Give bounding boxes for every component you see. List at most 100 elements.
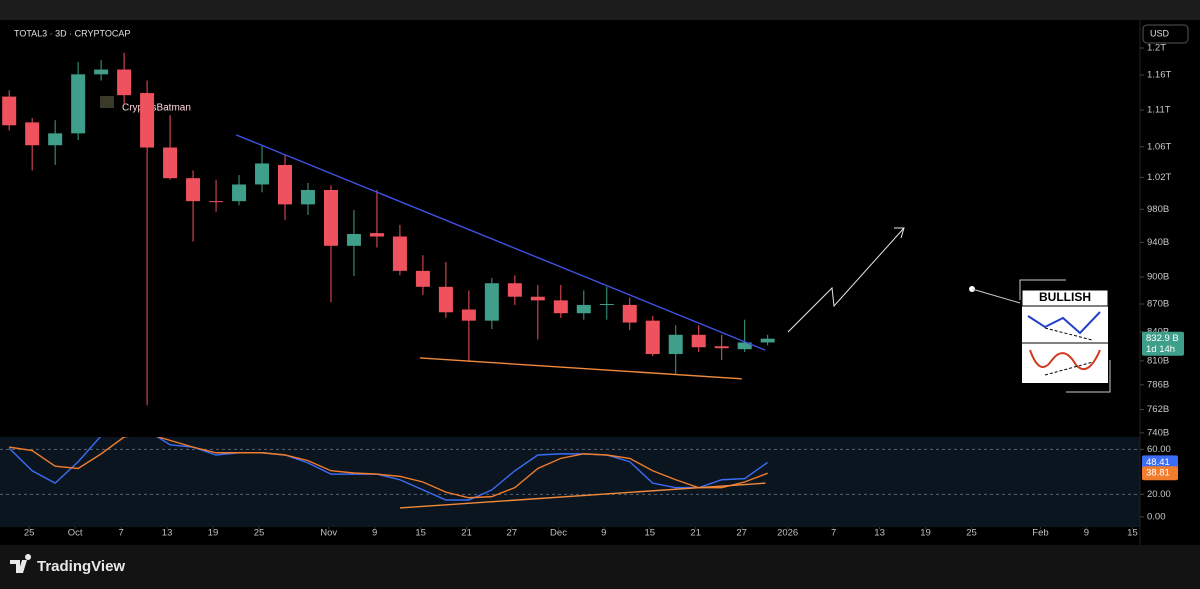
x-tick-label: 7 (118, 528, 123, 539)
candle-body (25, 122, 40, 146)
candle-body (668, 334, 683, 355)
currency-button[interactable] (1142, 24, 1189, 44)
candle-body (232, 184, 247, 202)
candle-body (255, 163, 270, 185)
x-tick-label: 27 (507, 528, 518, 539)
candle-body (323, 189, 338, 246)
x-tick-label: 21 (461, 528, 472, 539)
candle-body (369, 233, 384, 237)
bullish-badge: BULLISH (1019, 279, 1111, 393)
arrow-head (894, 227, 905, 239)
projection-arrow (787, 227, 905, 333)
x-tick-label: 21 (690, 528, 701, 539)
y-tick-label: 1.16T (1147, 70, 1171, 81)
x-tick-label: 25 (966, 528, 977, 539)
badge-title: BULLISH (1039, 290, 1091, 304)
x-tick-label: 25 (254, 528, 265, 539)
x-tick-label: 27 (736, 528, 747, 539)
price-badge-label: 832.9 B (1146, 333, 1179, 344)
x-tick-label: 15 (644, 528, 655, 539)
candle-body (163, 147, 178, 179)
y-tick-label: 60.00 (1147, 444, 1171, 455)
candle-body (530, 296, 545, 301)
callout-line (971, 288, 1021, 304)
candle-body (209, 201, 224, 203)
y-tick-label: 900B (1147, 272, 1169, 283)
value-badge-label: 48.41 (1146, 457, 1170, 468)
y-tick-label: 870B (1147, 299, 1169, 310)
candle-body (599, 304, 614, 306)
candle-body (278, 165, 292, 205)
value-badge-label: 38.81 (1146, 468, 1170, 479)
x-tick-label: 19 (920, 528, 931, 539)
x-tick-label: Nov (320, 528, 337, 539)
x-tick-label: Feb (1032, 528, 1048, 539)
brand: TradingView (10, 554, 125, 575)
chart-title: TOTAL3 · 3D · CRYPTOCAP (14, 28, 130, 38)
candle-body (507, 283, 522, 297)
y-tick-label: 980B (1147, 204, 1169, 215)
candle-body (645, 320, 660, 355)
x-tick-label: 2026 (777, 528, 798, 539)
x-tick-label: 7 (831, 528, 836, 539)
oscillator-pane (0, 437, 1140, 527)
trend-line (419, 357, 742, 380)
price-badge (1142, 331, 1184, 356)
candle-body (737, 342, 752, 350)
candle-body (186, 178, 201, 202)
oscillator-line (9, 437, 768, 499)
value-badge (1142, 455, 1178, 470)
oscillator-line (8, 437, 769, 501)
y-tick-label: 1.06T (1147, 141, 1171, 152)
candle-body (553, 300, 568, 314)
trend-line (235, 134, 766, 351)
candle-body (622, 304, 637, 323)
x-tick-label: Oct (68, 528, 83, 539)
y-tick-label: 1.11T (1147, 105, 1171, 116)
candle-body (117, 69, 132, 96)
y-tick-label: 810B (1147, 355, 1169, 366)
trend-line (399, 482, 766, 509)
candle-body (2, 96, 17, 126)
y-tick-label: 786B (1147, 379, 1169, 390)
top-strip (0, 0, 1200, 20)
candle-body (94, 69, 109, 75)
y-tick-label: 1.2T (1147, 43, 1166, 54)
candle-body (438, 286, 453, 313)
candle-body (714, 346, 729, 349)
x-tick-label: 15 (415, 528, 426, 539)
candle-body (576, 304, 591, 314)
candle-body (760, 338, 775, 343)
author-label: CryptosBatman (122, 103, 191, 114)
candle-body (392, 236, 407, 271)
x-tick-label: 9 (601, 528, 606, 539)
x-tick-label: 19 (208, 528, 219, 539)
author-icon (100, 96, 114, 108)
countdown-label: 1d 14h (1146, 344, 1175, 355)
y-tick-label: 0.00 (1147, 511, 1166, 522)
x-tick-label: 9 (372, 528, 377, 539)
y-tick-label: 740B (1147, 427, 1169, 438)
y-tick-label: 940B (1147, 237, 1169, 248)
brand-label: TradingView (37, 558, 125, 575)
value-badge (1142, 466, 1178, 481)
x-tick-label: 13 (162, 528, 173, 539)
candle-body (346, 233, 361, 246)
candle-body (71, 74, 86, 134)
candle-body (461, 309, 476, 321)
y-tick-label: 1.02T (1147, 172, 1171, 183)
y-tick-label: 762B (1147, 404, 1169, 415)
candle-body (300, 189, 315, 205)
x-tick-label: Dec (550, 528, 567, 539)
candle-body (415, 270, 430, 287)
candle-body (484, 283, 499, 321)
x-tick-label: 9 (1084, 528, 1089, 539)
x-tick-label: 25 (24, 528, 35, 539)
x-tick-label: 15 (1127, 528, 1138, 539)
y-tick-label: 20.00 (1147, 489, 1171, 500)
candle-body (140, 93, 155, 148)
candle-body (48, 133, 63, 146)
candle-body (691, 334, 706, 348)
currency-label[interactable]: USD (1150, 28, 1170, 38)
